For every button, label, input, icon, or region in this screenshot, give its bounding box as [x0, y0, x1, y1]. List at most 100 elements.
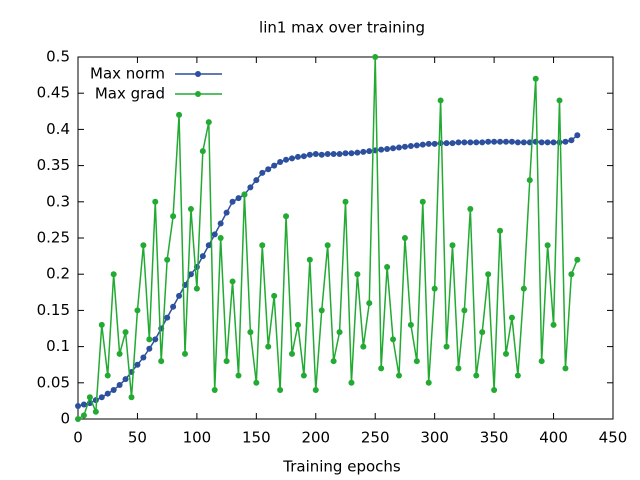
data-point — [122, 329, 129, 336]
data-point — [378, 365, 385, 372]
data-point — [538, 358, 545, 365]
data-point — [461, 307, 468, 314]
data-point — [170, 303, 177, 310]
data-point — [520, 139, 527, 146]
data-point — [508, 138, 515, 145]
data-point — [384, 263, 391, 270]
data-point — [455, 139, 462, 146]
data-point — [473, 139, 480, 146]
data-point — [306, 256, 313, 263]
data-point — [562, 365, 569, 372]
data-point — [479, 329, 486, 336]
data-point — [574, 132, 581, 139]
data-point — [104, 390, 111, 397]
data-point — [300, 153, 307, 160]
data-point — [342, 198, 349, 205]
data-point — [467, 206, 474, 213]
y-tick-label: 0.5 — [46, 48, 70, 66]
data-point — [306, 151, 313, 158]
data-point — [247, 184, 254, 191]
x-tick-label: 50 — [128, 429, 147, 447]
data-point — [300, 372, 307, 379]
data-point — [259, 169, 266, 176]
data-point — [413, 142, 420, 149]
data-point — [164, 256, 171, 263]
data-point — [360, 343, 367, 350]
legend-label: Max norm — [90, 65, 165, 83]
legend-marker — [195, 71, 201, 77]
data-point — [223, 209, 230, 216]
data-point — [140, 354, 147, 361]
data-point — [235, 195, 242, 202]
data-point — [497, 138, 504, 145]
data-point — [514, 139, 521, 146]
data-point — [187, 206, 194, 213]
data-point — [390, 336, 397, 343]
data-point — [378, 146, 385, 153]
x-tick-label: 0 — [73, 429, 83, 447]
data-point — [98, 321, 105, 328]
data-point — [140, 242, 147, 249]
data-point — [146, 336, 153, 343]
data-point — [544, 242, 551, 249]
data-point — [324, 151, 331, 158]
data-point — [461, 139, 468, 146]
data-point — [556, 97, 563, 104]
data-point — [437, 97, 444, 104]
data-point — [152, 336, 159, 343]
data-point — [80, 412, 87, 419]
plot-frame — [77, 56, 614, 420]
x-tick-label: 400 — [539, 429, 568, 447]
y-tick-label: 0.1 — [46, 337, 70, 355]
y-tick-label: 0.45 — [37, 84, 70, 102]
data-point — [360, 148, 367, 155]
data-point — [455, 365, 462, 372]
y-tick-label: 0.15 — [37, 301, 70, 319]
data-point — [550, 321, 557, 328]
data-point — [75, 402, 81, 409]
data-point — [271, 162, 278, 169]
data-point — [497, 227, 504, 234]
data-point — [503, 138, 509, 145]
data-point — [562, 138, 569, 145]
data-point — [294, 153, 301, 160]
data-point — [199, 253, 206, 260]
data-point — [473, 372, 480, 379]
data-point — [396, 372, 402, 379]
data-point — [128, 394, 135, 401]
data-point — [431, 140, 438, 147]
x-tick-label: 200 — [301, 429, 330, 447]
data-point — [485, 271, 492, 278]
data-point — [348, 150, 355, 157]
data-point — [265, 343, 272, 350]
data-point — [75, 416, 81, 422]
data-point — [134, 361, 141, 368]
data-point — [235, 372, 242, 379]
y-tick-label: 0.05 — [37, 373, 70, 391]
data-point — [146, 345, 153, 352]
chart-title: lin1 max over training — [259, 19, 425, 37]
data-point — [116, 350, 123, 357]
data-point — [503, 350, 509, 357]
data-point — [187, 271, 194, 278]
data-point — [366, 148, 373, 155]
data-point — [425, 379, 432, 386]
data-point — [277, 158, 284, 165]
data-point — [98, 394, 105, 401]
data-point — [568, 271, 575, 278]
data-point — [330, 358, 337, 365]
data-point — [205, 119, 212, 126]
data-point — [217, 235, 224, 241]
data-point — [443, 343, 450, 350]
data-point — [110, 387, 117, 394]
data-point — [544, 139, 551, 146]
data-point — [449, 140, 456, 147]
data-point — [283, 156, 290, 163]
data-point — [110, 271, 117, 278]
data-point — [229, 278, 236, 285]
data-point — [241, 191, 248, 198]
data-point — [122, 376, 129, 383]
data-point — [491, 387, 498, 394]
data-point — [158, 358, 165, 365]
